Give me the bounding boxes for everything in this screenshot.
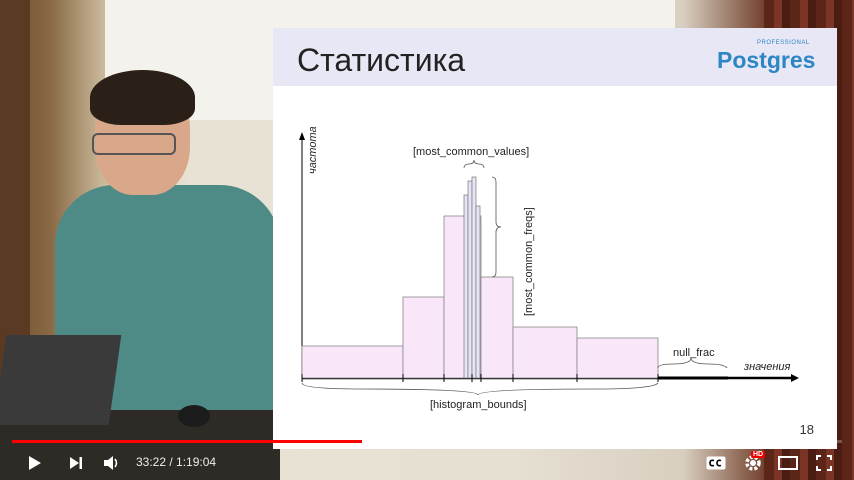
x-axis-label: значения <box>743 361 791 373</box>
presenter-hair <box>90 70 195 125</box>
play-button[interactable] <box>20 446 50 480</box>
volume-button[interactable] <box>98 446 126 480</box>
histogram-bar <box>512 326 578 379</box>
histogram-bounds-label: [histogram_bounds] <box>430 399 527 411</box>
progress-played <box>12 440 363 443</box>
histogram-bar <box>480 276 514 379</box>
captions-icon <box>706 456 726 470</box>
logo-tagline: PROFESSIONAL <box>757 40 810 46</box>
y-axis-label: частота <box>307 126 319 174</box>
next-icon <box>70 457 82 469</box>
time-current: 33:22 <box>136 455 167 469</box>
computer-mouse <box>178 405 210 427</box>
progress-bar[interactable] <box>12 440 842 443</box>
mcf-brace <box>491 176 502 278</box>
histogram-bar <box>301 345 404 379</box>
logo-wordmark: Postgres <box>717 47 816 73</box>
volume-icon <box>104 456 118 470</box>
fullscreen-icon <box>816 455 832 471</box>
theater-icon <box>778 456 798 470</box>
slide-page-number: 18 <box>799 422 814 437</box>
mcv-bar <box>471 176 477 379</box>
x-ticks <box>301 374 659 382</box>
null-frac-brace <box>657 357 728 369</box>
settings-button[interactable]: HD <box>738 446 768 480</box>
mcv-brace <box>463 159 485 169</box>
null-frac-label: null_frac <box>673 347 715 359</box>
histogram-bar <box>402 296 445 379</box>
histogram-bar <box>576 337 659 379</box>
fullscreen-button[interactable] <box>810 446 838 480</box>
presenter-glasses <box>92 133 176 155</box>
time-total: 1:19:04 <box>176 455 217 469</box>
x-axis-arrow <box>791 374 799 382</box>
mcv-bar <box>463 194 469 379</box>
slide-title: Статистика <box>297 42 466 78</box>
presentation-slide: Статистика PROFESSIONAL Postgres <box>273 28 837 449</box>
captions-button[interactable] <box>702 446 730 480</box>
y-axis-arrow <box>299 132 305 140</box>
slide-header: Статистика PROFESSIONAL Postgres <box>273 28 837 86</box>
next-button[interactable] <box>62 446 90 480</box>
postgres-logo: PROFESSIONAL Postgres <box>717 40 817 80</box>
time-separator: / <box>166 455 177 469</box>
most-common-freqs-label: [most_common_freqs] <box>523 207 535 316</box>
time-display: 33:22 / 1:19:04 <box>136 455 216 469</box>
most-common-values-label: [most_common_values] <box>413 146 529 158</box>
mcv-bar <box>475 205 481 379</box>
histogram-diagram: частота значения [most_common_values] [m… <box>299 126 799 411</box>
histogram-brace <box>301 382 659 396</box>
laptop <box>0 335 122 425</box>
player-controls: 33:22 / 1:19:04 HD <box>0 446 854 480</box>
play-icon <box>29 456 41 470</box>
theater-mode-button[interactable] <box>774 446 802 480</box>
hd-badge-icon: HD <box>751 451 766 458</box>
mcv-bar <box>467 180 473 379</box>
